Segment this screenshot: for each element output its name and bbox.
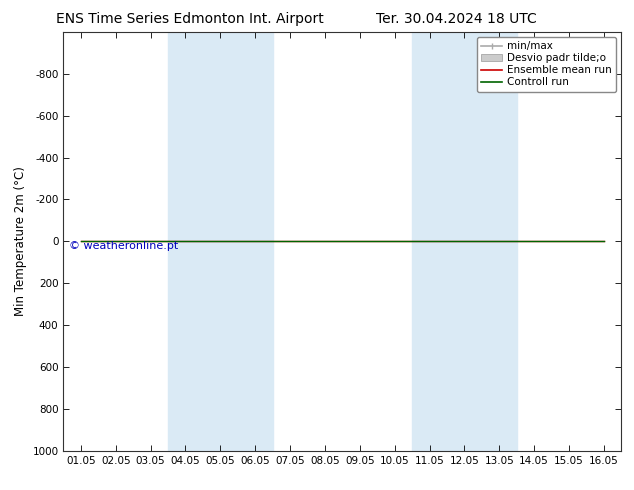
Text: Ter. 30.04.2024 18 UTC: Ter. 30.04.2024 18 UTC	[376, 12, 537, 26]
Legend: min/max, Desvio padr tilde;o, Ensemble mean run, Controll run: min/max, Desvio padr tilde;o, Ensemble m…	[477, 37, 616, 92]
Text: © weatheronline.pt: © weatheronline.pt	[69, 241, 178, 251]
Bar	[168, 32, 273, 451]
Y-axis label: Min Temperature 2m (°C): Min Temperature 2m (°C)	[14, 167, 27, 316]
Bar	[412, 32, 517, 451]
Text: ENS Time Series Edmonton Int. Airport: ENS Time Series Edmonton Int. Airport	[56, 12, 324, 26]
